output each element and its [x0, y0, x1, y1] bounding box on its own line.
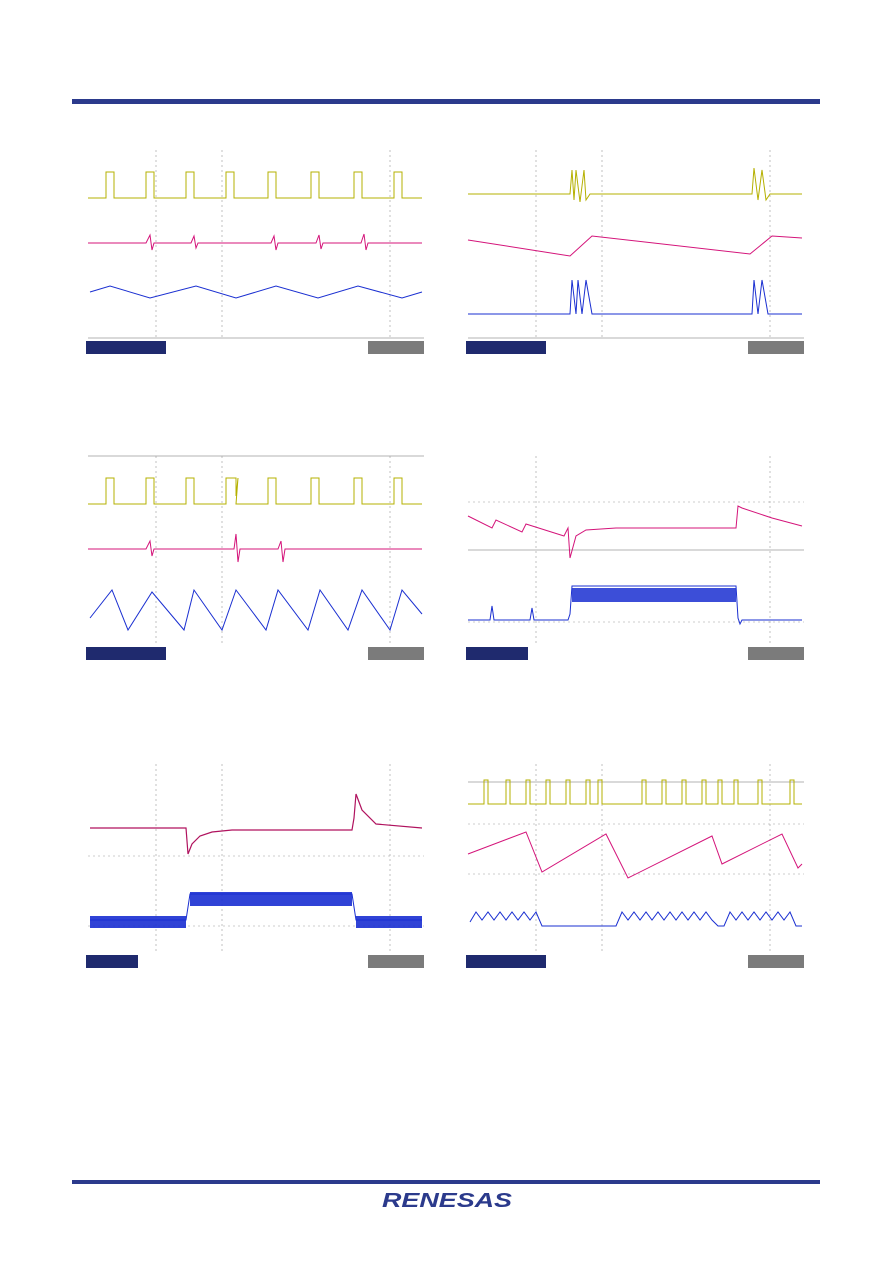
scope-capture-4-plot: [466, 456, 804, 660]
trace-ch2: [467, 235, 803, 257]
trace-ch3: [469, 911, 802, 927]
trace-ch3: [89, 588, 423, 632]
trace-ch3-band-left: [90, 916, 186, 928]
scope-capture-6-plot: [466, 764, 804, 968]
trace-ch1: [468, 167, 802, 203]
trace-ch2: [467, 505, 803, 559]
logo-text: RENESAS: [382, 1190, 513, 1212]
header-rule: [72, 99, 820, 104]
scope-capture-3: [86, 446, 426, 664]
trace-ch3-band-right: [356, 916, 422, 928]
scope-capture-4: [466, 446, 806, 664]
trace-ch3-band: [572, 588, 736, 602]
trace-ch3: [468, 585, 802, 626]
scope-capture-2-plot: [466, 150, 804, 354]
trace-ch1: [468, 779, 802, 805]
scope-capture-1-plot: [86, 150, 424, 354]
trace-ch1: [88, 477, 422, 505]
scope-capture-5: [86, 754, 426, 972]
scope-capture-6: [466, 754, 806, 972]
scope-grid: [155, 150, 391, 338]
scope-capture-2: [466, 140, 806, 358]
scope-capture-3-plot: [86, 455, 424, 660]
trace-ch2: [90, 793, 423, 855]
scope-capture-1: [86, 140, 426, 358]
scope-status-bar: [86, 341, 424, 354]
trace-ch3: [468, 279, 802, 315]
scope-capture-5-plot: [86, 764, 424, 968]
trace-ch3: [89, 285, 423, 299]
trace-ch2: [467, 831, 803, 879]
renesas-logo: RENESAS: [380, 1186, 515, 1212]
trace-ch2: [88, 233, 422, 251]
footer-rule: [72, 1180, 820, 1184]
trace-ch3-band-mid: [190, 892, 352, 906]
trace-ch2: [88, 533, 422, 563]
trace-ch1: [88, 171, 422, 199]
